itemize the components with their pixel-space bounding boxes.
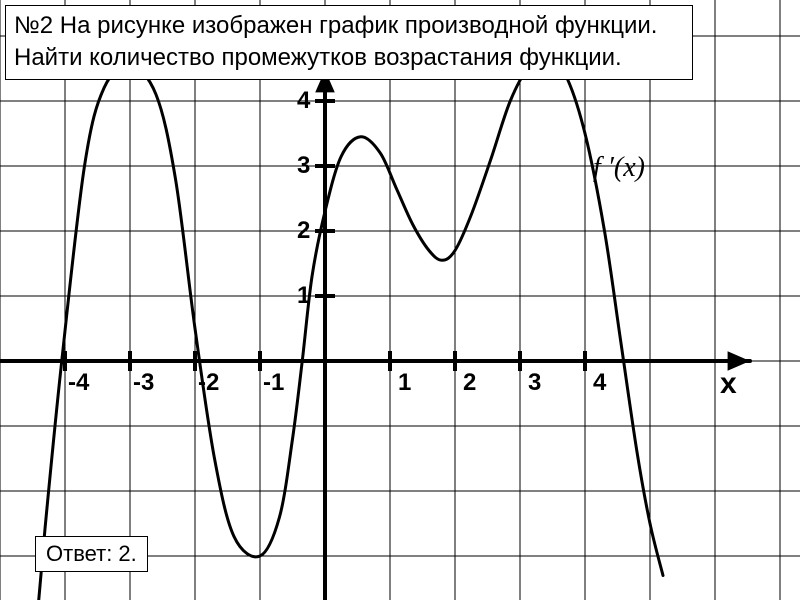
question-box: №2 На рисунке изображен график производн… <box>5 5 693 80</box>
answer-box: Ответ: 2. <box>35 536 148 572</box>
question-line-1: №2 На рисунке изображен график производн… <box>14 10 684 42</box>
function-label: f ′(x) <box>593 152 645 184</box>
question-line-2: Найти количество промежутков возрастания… <box>14 42 684 74</box>
